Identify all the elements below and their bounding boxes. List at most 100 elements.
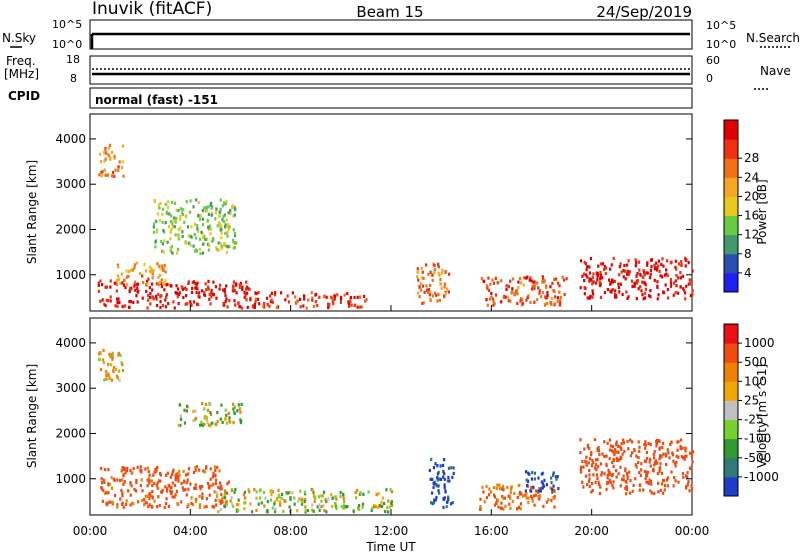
data-cell: [124, 471, 127, 475]
data-cell: [608, 478, 611, 482]
data-cell: [185, 409, 189, 413]
data-cell: [552, 484, 555, 488]
data-cell: [184, 302, 187, 306]
data-cell: [556, 281, 560, 285]
data-cell: [624, 486, 627, 490]
data-cell: [177, 476, 180, 480]
data-cell: [291, 491, 294, 495]
data-cell: [175, 284, 178, 288]
data-cell: [152, 230, 156, 234]
data-cell: [198, 237, 202, 241]
data-cell: [381, 496, 384, 500]
data-cell: [130, 286, 133, 290]
colorbar-segment: [724, 272, 738, 293]
data-cell: [434, 291, 437, 295]
data-cell: [179, 423, 182, 427]
data-cell: [682, 475, 685, 479]
data-cell: [193, 222, 197, 226]
data-cell: [258, 302, 261, 306]
data-cell: [627, 447, 630, 451]
data-cell: [537, 286, 540, 290]
data-cell: [158, 280, 162, 285]
data-cell: [350, 303, 353, 307]
station-title: Inuvik (fitACF): [92, 0, 212, 19]
data-cell: [136, 500, 140, 504]
data-cell: [160, 281, 163, 285]
data-cell: [586, 482, 589, 487]
data-cell: [135, 261, 138, 265]
data-cell: [218, 210, 221, 214]
data-cell: [385, 488, 388, 492]
data-cell: [643, 281, 647, 285]
data-cell: [103, 480, 106, 484]
data-cell: [217, 498, 220, 502]
data-cell: [159, 305, 162, 310]
data-cell: [516, 286, 520, 290]
colorbar-frame: [723, 323, 739, 497]
data-cell: [231, 238, 235, 243]
data-cell: [107, 153, 110, 157]
data-cell: [647, 481, 650, 486]
data-cell: [144, 467, 147, 471]
data-cell: [199, 486, 202, 491]
data-cell: [117, 265, 120, 269]
data-cell: [583, 285, 586, 290]
power-panel-frame: [89, 113, 693, 312]
data-cell: [125, 282, 129, 287]
data-cell: [162, 267, 165, 271]
data-cell: [200, 420, 203, 424]
data-cell: [99, 368, 103, 372]
data-cell: [646, 456, 649, 461]
data-cell: [168, 224, 171, 229]
data-cell: [619, 484, 622, 488]
data-cell: [119, 497, 122, 501]
data-cell: [248, 490, 251, 494]
data-cell: [165, 295, 168, 299]
data-cell: [221, 500, 224, 504]
data-cell: [116, 505, 119, 509]
data-cell: [539, 488, 542, 492]
data-cell: [545, 483, 549, 487]
data-cell: [440, 286, 443, 290]
data-cell: [225, 413, 228, 417]
data-cell: [681, 446, 684, 450]
data-cell: [114, 304, 117, 308]
data-cell: [194, 416, 198, 421]
data-cell: [151, 489, 154, 494]
x-tick-label: 04:00: [173, 524, 208, 538]
data-cell: [526, 483, 529, 488]
data-cell: [555, 477, 558, 481]
data-cell: [170, 491, 173, 495]
data-cell: [434, 462, 437, 466]
data-cell: [113, 493, 117, 498]
data-cell: [579, 468, 583, 472]
data-cell: [190, 303, 193, 307]
data-cell: [201, 208, 204, 213]
data-cell: [515, 288, 518, 293]
data-cell: [155, 282, 158, 286]
data-cell: [562, 278, 566, 282]
data-cell: [219, 501, 222, 505]
data-cell: [182, 488, 185, 492]
data-cell: [688, 466, 692, 470]
data-cell: [589, 294, 592, 298]
data-cell: [159, 201, 162, 205]
data-cell: [156, 486, 159, 490]
data-cell: [148, 269, 152, 274]
data-cell: [616, 450, 619, 454]
data-cell: [212, 505, 216, 509]
data-cell: [591, 275, 594, 279]
data-cell: [187, 234, 190, 238]
colorbar-segment: [724, 343, 738, 363]
data-cell: [442, 469, 445, 474]
data-cell: [531, 471, 534, 475]
data-cell: [625, 471, 629, 476]
data-cell: [184, 286, 187, 290]
data-cell: [590, 464, 593, 468]
data-cell: [201, 251, 205, 255]
data-cell: [428, 468, 431, 473]
data-cell: [588, 265, 591, 269]
data-cell: [507, 285, 510, 289]
data-cell: [617, 458, 620, 462]
data-cell: [603, 472, 606, 476]
